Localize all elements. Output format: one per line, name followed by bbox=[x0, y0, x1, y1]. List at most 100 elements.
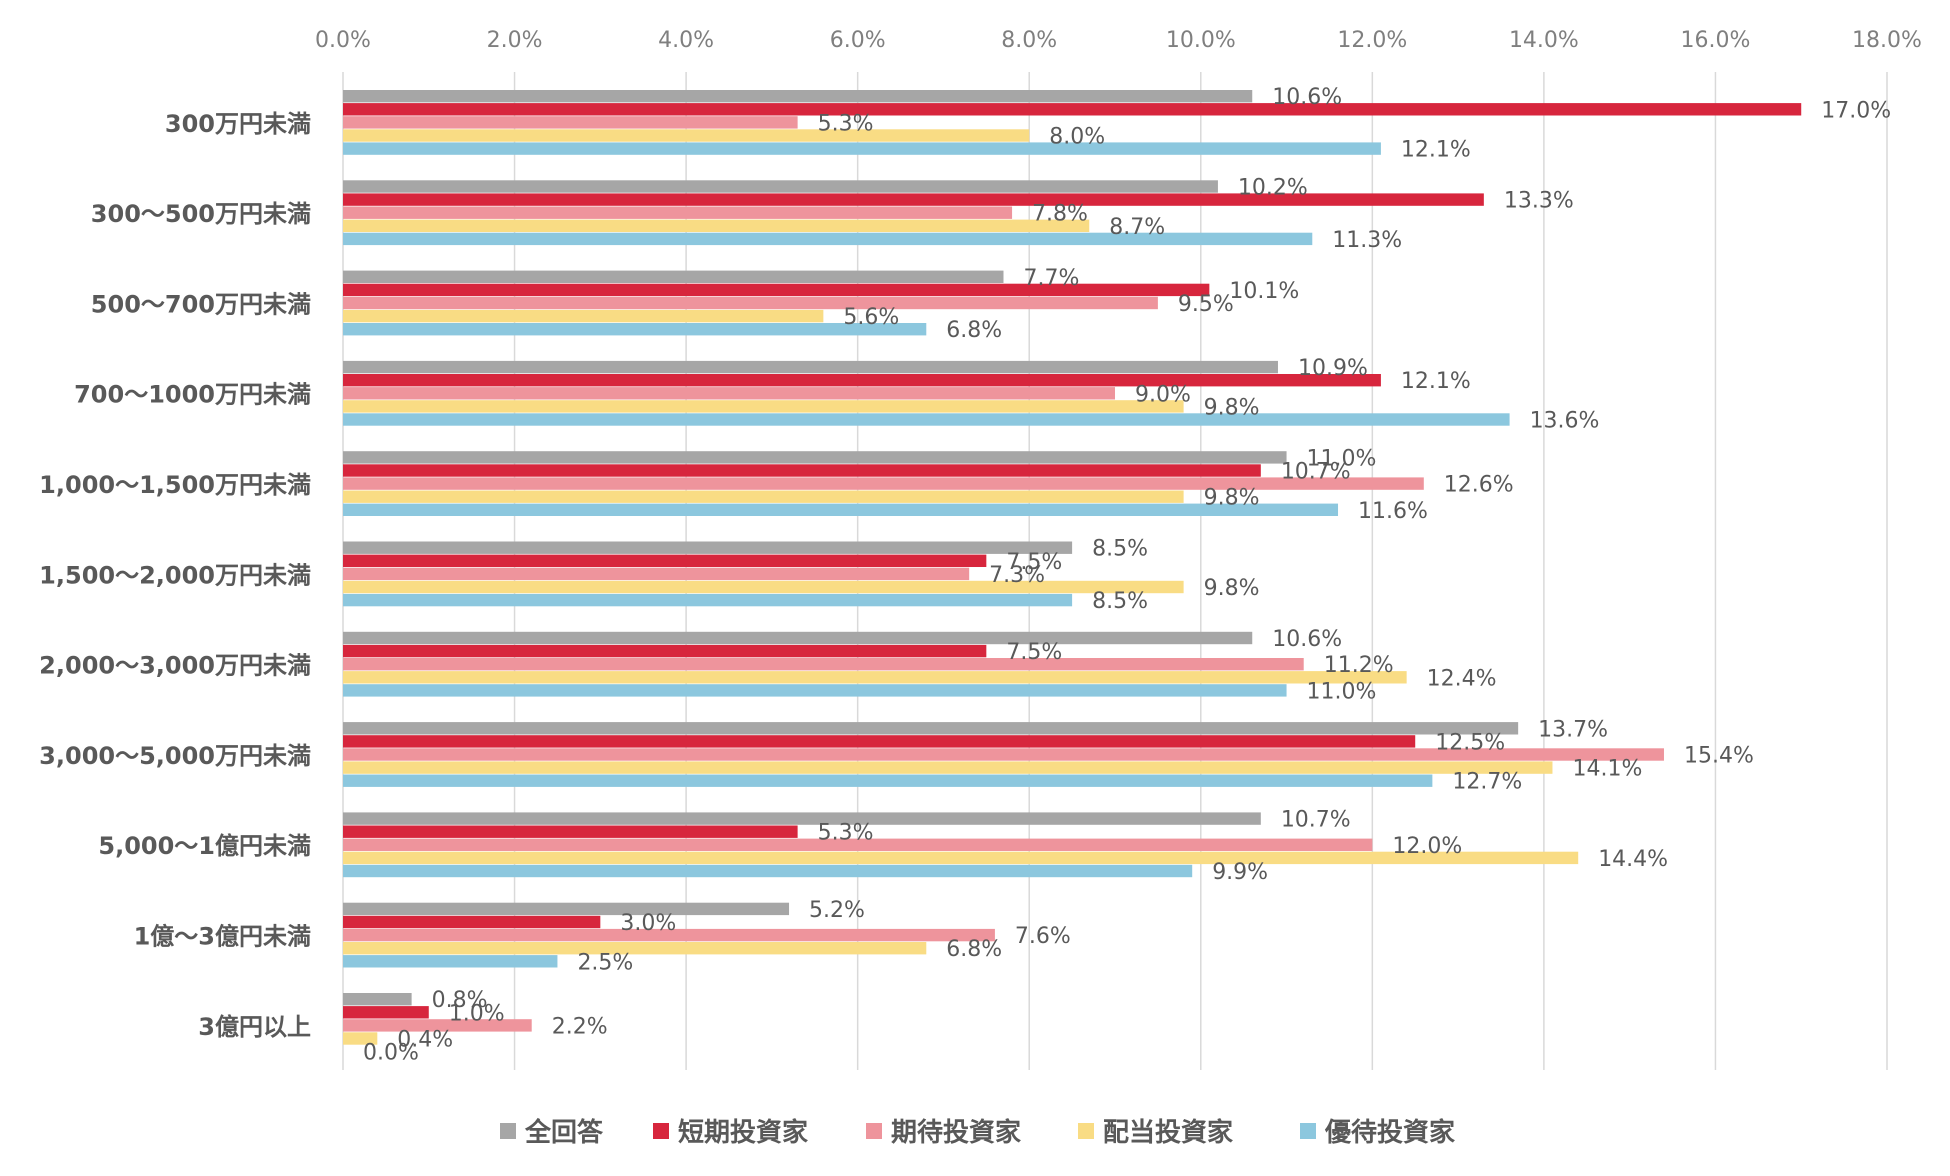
bar bbox=[343, 206, 1013, 219]
bar bbox=[343, 955, 558, 968]
bar bbox=[343, 631, 1253, 645]
category-label: 300万円未満 bbox=[165, 110, 311, 138]
data-label: 7.5% bbox=[1006, 640, 1062, 665]
bar bbox=[343, 116, 798, 129]
bar bbox=[343, 193, 1484, 206]
data-label: 14.1% bbox=[1572, 757, 1642, 782]
data-label: 7.3% bbox=[989, 563, 1045, 588]
bar bbox=[343, 129, 1030, 142]
data-label: 12.7% bbox=[1452, 770, 1522, 795]
bar bbox=[343, 658, 1304, 671]
category-label: 2,000～3,000万円未満 bbox=[39, 652, 311, 680]
data-label: 11.0% bbox=[1307, 679, 1377, 704]
legend-label: 全回答 bbox=[524, 1117, 604, 1148]
bar bbox=[343, 851, 1579, 865]
bar bbox=[343, 142, 1381, 155]
bar bbox=[343, 464, 1261, 477]
data-label: 10.7% bbox=[1281, 808, 1351, 833]
legend-swatch bbox=[1078, 1123, 1094, 1139]
category-label: 500～700万円未満 bbox=[91, 290, 311, 318]
bar bbox=[343, 90, 1253, 103]
data-label: 0.0% bbox=[363, 1041, 419, 1066]
data-label: 9.8% bbox=[1204, 486, 1260, 511]
data-label: 12.6% bbox=[1444, 473, 1514, 498]
bar bbox=[343, 580, 1184, 594]
bar bbox=[343, 1019, 532, 1032]
category-label: 3億円以上 bbox=[198, 1013, 311, 1041]
data-label: 0.8% bbox=[432, 988, 488, 1013]
bar bbox=[343, 684, 1287, 697]
bar bbox=[343, 812, 1261, 825]
data-label: 8.5% bbox=[1092, 589, 1148, 614]
data-label: 9.9% bbox=[1212, 860, 1268, 885]
x-tick-label: 4.0% bbox=[658, 28, 714, 53]
bar bbox=[343, 915, 601, 929]
bar bbox=[343, 1032, 378, 1045]
bar bbox=[343, 993, 412, 1006]
legend: 全回答 短期投資家 期待投資家 配当投資家 優待投資家 bbox=[500, 1117, 1455, 1148]
data-label: 10.6% bbox=[1272, 627, 1342, 652]
x-tick-label: 2.0% bbox=[487, 28, 543, 53]
x-axis-ticks: 0.0% 2.0% 4.0% 6.0% 8.0% 10.0% 12.0% 14.0% 16.0%… bbox=[315, 28, 1922, 53]
data-label: 7.5% bbox=[1006, 550, 1062, 575]
bar bbox=[343, 400, 1184, 413]
data-label: 10.9% bbox=[1298, 356, 1368, 381]
data-label: 13.3% bbox=[1504, 189, 1574, 214]
data-label: 6.8% bbox=[946, 937, 1002, 962]
bar bbox=[343, 748, 1664, 761]
category-label: 1,500～2,000万円未満 bbox=[39, 561, 311, 589]
x-tick-label: 6.0% bbox=[830, 28, 886, 53]
bar bbox=[343, 477, 1424, 490]
bar bbox=[343, 644, 987, 658]
data-label: 9.8% bbox=[1204, 395, 1260, 420]
data-label: 11.6% bbox=[1358, 499, 1428, 524]
data-label: 14.4% bbox=[1598, 847, 1668, 872]
data-label: 8.0% bbox=[1049, 125, 1105, 150]
bar bbox=[343, 825, 798, 838]
data-label: 6.8% bbox=[946, 318, 1002, 343]
x-tick-label: 16.0% bbox=[1680, 28, 1750, 53]
bar bbox=[343, 928, 995, 942]
data-label: 7.7% bbox=[1023, 266, 1079, 291]
bar bbox=[343, 593, 1073, 607]
data-label: 10.2% bbox=[1238, 176, 1308, 201]
data-label: 12.5% bbox=[1435, 730, 1505, 755]
legend-label: 短期投資家 bbox=[678, 1117, 808, 1148]
data-label: 3.0% bbox=[620, 911, 676, 936]
data-label: 10.1% bbox=[1229, 279, 1299, 304]
legend-label: 配当投資家 bbox=[1103, 1117, 1233, 1148]
legend-swatch bbox=[653, 1123, 669, 1139]
bar bbox=[343, 554, 987, 567]
category-label: 700～1000万円未満 bbox=[74, 381, 311, 409]
bars bbox=[343, 90, 1802, 1045]
bar bbox=[343, 232, 1313, 246]
x-tick-label: 12.0% bbox=[1337, 28, 1407, 53]
category-labels: 300万円未満 300～500万円未満 500～700万円未満 700～1000万円未… bbox=[39, 110, 311, 1041]
x-tick-label: 18.0% bbox=[1852, 28, 1922, 53]
bar bbox=[343, 374, 1381, 387]
data-label: 9.8% bbox=[1204, 576, 1260, 601]
data-label: 13.7% bbox=[1538, 717, 1608, 742]
bar bbox=[343, 902, 790, 916]
bar bbox=[343, 103, 1802, 116]
legend-swatch bbox=[500, 1123, 516, 1139]
data-label: 12.1% bbox=[1401, 369, 1471, 394]
data-label: 9.0% bbox=[1135, 382, 1191, 407]
bar bbox=[343, 360, 1278, 374]
bar bbox=[343, 296, 1158, 310]
category-label: 1,000～1,500万円未満 bbox=[39, 471, 311, 499]
data-label: 11.0% bbox=[1307, 446, 1377, 471]
category-label: 1億～3億円未満 bbox=[134, 922, 311, 950]
legend-label: 優待投資家 bbox=[1324, 1117, 1455, 1148]
category-label: 3,000～5,000万円未満 bbox=[39, 742, 311, 770]
bar bbox=[343, 735, 1416, 748]
x-tick-label: 10.0% bbox=[1166, 28, 1236, 53]
bar bbox=[343, 761, 1553, 774]
data-label: 5.2% bbox=[809, 898, 865, 923]
x-tick-label: 0.0% bbox=[315, 28, 371, 53]
bar bbox=[343, 270, 1004, 283]
data-label: 8.5% bbox=[1092, 537, 1148, 562]
bar bbox=[343, 942, 927, 955]
data-label: 12.1% bbox=[1401, 138, 1471, 163]
